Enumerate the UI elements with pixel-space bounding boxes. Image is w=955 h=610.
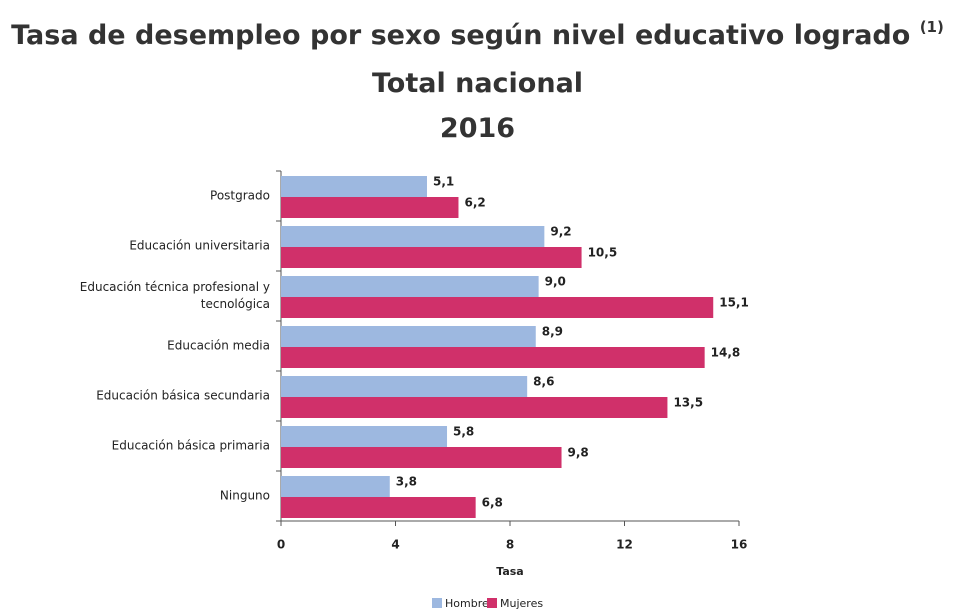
value-label: 6,8 xyxy=(482,496,503,510)
title-note: (1) xyxy=(919,18,944,36)
value-label: 9,0 xyxy=(545,275,566,289)
x-tick-label: 12 xyxy=(616,538,633,552)
bar xyxy=(281,247,582,268)
y-tick-label: Educación técnica profesional y tecnológ… xyxy=(79,280,270,311)
y-tick-label: Ninguno xyxy=(219,488,270,503)
legend-swatch xyxy=(432,598,442,608)
x-tick-label: 4 xyxy=(391,538,399,552)
value-label: 14,8 xyxy=(711,346,741,360)
value-label: 10,5 xyxy=(588,246,618,260)
y-tick-label: Educación media xyxy=(167,338,270,353)
value-label: 6,2 xyxy=(464,196,485,210)
value-label: 5,8 xyxy=(453,425,474,439)
bar xyxy=(281,397,668,418)
value-label: 8,9 xyxy=(542,325,563,339)
value-label: 8,6 xyxy=(533,375,554,389)
bar xyxy=(281,447,562,468)
x-tick-label: 16 xyxy=(731,538,748,552)
chart-subtitle: Total nacional xyxy=(371,68,584,99)
value-label: 9,8 xyxy=(568,446,589,460)
value-label: 15,1 xyxy=(719,296,749,310)
bar xyxy=(281,276,539,297)
y-tick-label: Educación básica secundaria xyxy=(96,388,270,403)
value-label: 9,2 xyxy=(550,225,571,239)
y-tick-label: Postgrado xyxy=(210,188,270,203)
value-label: 13,5 xyxy=(673,396,703,410)
bar xyxy=(281,476,390,497)
y-tick-label: Educación básica primaria xyxy=(111,438,270,453)
bar xyxy=(281,297,714,318)
bar xyxy=(281,176,427,197)
chart-year: 2016 xyxy=(439,113,516,144)
y-tick-label: Educación universitaria xyxy=(129,238,270,253)
value-label: 5,1 xyxy=(433,175,454,189)
legend-swatch xyxy=(487,598,497,608)
x-tick-label: 8 xyxy=(506,538,514,552)
chart-title: Tasa de desempleo por sexo según nivel e… xyxy=(0,18,955,51)
x-axis-label: Tasa xyxy=(496,565,523,578)
bar xyxy=(281,426,448,447)
legend-label: Mujeres xyxy=(500,597,543,610)
title-text: Tasa de desempleo por sexo según nivel e… xyxy=(11,20,911,51)
x-tick-label: 0 xyxy=(277,538,285,552)
bar xyxy=(281,497,476,518)
bar xyxy=(281,347,705,368)
value-label: 3,8 xyxy=(396,475,417,489)
bar xyxy=(281,376,528,397)
legend-label: Hombres xyxy=(445,597,495,610)
bar xyxy=(281,326,536,347)
bar xyxy=(281,197,459,218)
bar xyxy=(281,226,545,247)
